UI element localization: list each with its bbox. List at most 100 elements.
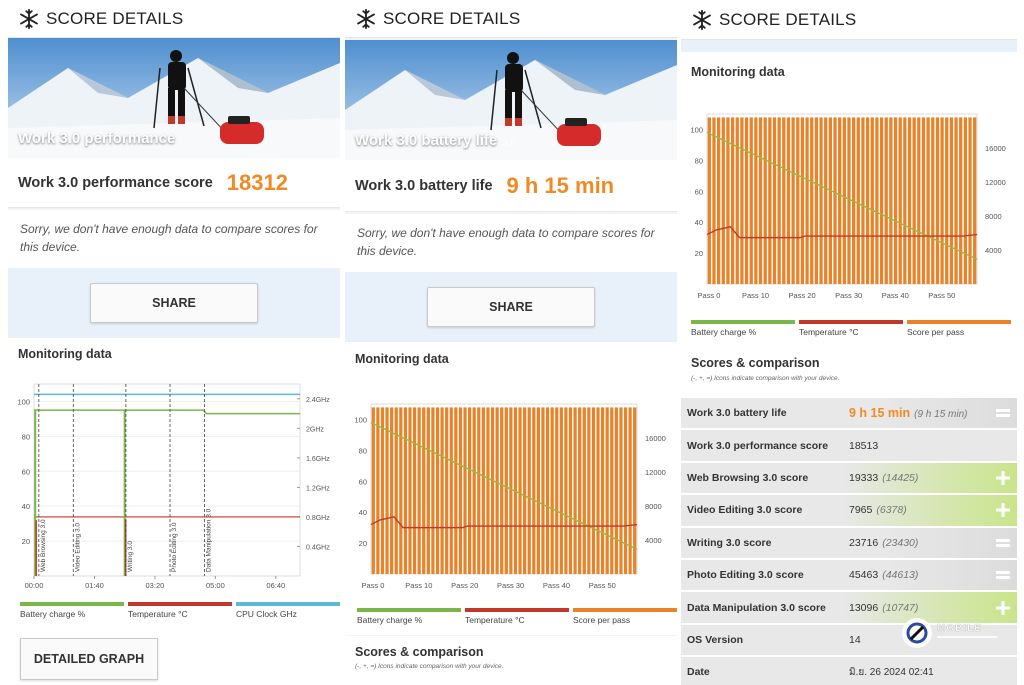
row-label: Video Editing 3.0 score	[687, 504, 803, 517]
monitoring-section: Monitoring data 100 80 60 40 20 2.4GHz 2GHz 1.6…	[8, 338, 340, 685]
score-bar	[394, 407, 398, 574]
x-tick-label: Pass 20	[789, 291, 816, 300]
score-bar	[541, 407, 545, 574]
row-label: Work 3.0 performance score	[687, 439, 829, 452]
x-tick-label: 03:20	[146, 581, 165, 590]
page-title: SCORE DETAILS	[383, 8, 521, 28]
score-bar	[435, 407, 440, 574]
row-label: Data Manipulation 3.0 score	[687, 601, 826, 614]
score-bar	[633, 407, 637, 574]
temperature-line	[706, 226, 978, 239]
average-value: (10747)	[882, 601, 919, 614]
row-value: 45463 (44613)	[849, 569, 918, 581]
score-bar	[768, 117, 772, 285]
score-bar	[628, 407, 632, 574]
score-bar	[472, 407, 476, 574]
score-value: 7965	[849, 504, 873, 517]
score-bar	[800, 117, 805, 285]
score-value: 13096	[849, 601, 879, 614]
score-bar	[490, 407, 495, 574]
score-bar	[717, 117, 721, 285]
score-bar	[385, 407, 389, 574]
monitoring-title: Monitoring data	[18, 347, 112, 361]
score-bar	[426, 407, 430, 574]
score-bar	[926, 117, 930, 285]
y2-tick-label: 2.4GHz	[306, 397, 330, 404]
y2-tick-label: 12000	[985, 178, 1006, 187]
test-marker-label: Video Editing 3.0	[74, 523, 81, 572]
y-tick-label: 40	[22, 502, 30, 511]
y-tick-label: 80	[695, 156, 703, 165]
share-area: SHARE	[8, 268, 340, 338]
y2-tick-label: 0.8GHz	[306, 515, 330, 522]
score-bar	[454, 407, 458, 574]
score-bar	[917, 117, 921, 285]
score-bar	[847, 117, 851, 285]
row-value: มิ.ย. 26 2024 02:41	[849, 665, 934, 680]
banner-title: Work 3.0 performance	[18, 130, 176, 147]
score-bar	[449, 407, 453, 574]
detailed-graph-button[interactable]: DETAILED GRAPH	[20, 638, 158, 680]
legend-battery: Battery charge %	[20, 602, 124, 619]
score-bar	[495, 407, 499, 574]
score-bar	[931, 117, 935, 285]
score-value: 18513	[849, 439, 879, 452]
legend-cpu-clock: CPU Clock GHz	[236, 602, 340, 619]
score-bar	[744, 117, 749, 285]
score-bar	[568, 407, 573, 574]
test-banner: Work 3.0 performance	[8, 38, 340, 158]
average-value: (6378)	[876, 504, 907, 517]
score-bar	[721, 117, 725, 285]
share-area: SHARE	[345, 272, 677, 342]
battery-panel: SCORE DETAILS	[345, 0, 677, 685]
score-bar	[754, 117, 758, 285]
y-tick-label: 20	[22, 537, 30, 546]
score-bar	[408, 407, 412, 574]
score-bar	[945, 117, 949, 285]
x-tick-label: Pass 30	[835, 291, 862, 300]
score-bar	[814, 117, 819, 285]
watermark-text: MOBILE	[937, 623, 982, 634]
row-label: Web Browsing 3.0 score	[687, 471, 809, 484]
score-bar	[467, 407, 472, 574]
score-bar	[605, 407, 609, 574]
battery-line	[706, 131, 978, 260]
table-row: Web Browsing 3.0 score 19333 (14425)	[681, 460, 1017, 494]
monitoring-title: Monitoring data	[355, 352, 449, 366]
score-value: 45463	[849, 569, 879, 582]
y2-tick-label: 1.2GHz	[306, 485, 330, 492]
score-value: 18312	[226, 169, 288, 195]
table-row: OS Version 14	[681, 622, 1017, 656]
score-bar	[856, 117, 860, 285]
x-tick-label: Pass 40	[882, 291, 909, 300]
score-bar	[587, 407, 591, 574]
y-tick-label: 20	[359, 539, 367, 548]
score-bar	[763, 117, 767, 285]
average-value: (23430)	[882, 536, 919, 549]
score-bar	[619, 407, 623, 574]
y2-tick-label: 8000	[645, 502, 662, 511]
score-bar	[740, 117, 744, 285]
score-bar	[527, 407, 531, 574]
comparison-table: Work 3.0 battery life 9 h 15 min (9 h 15 m…	[681, 396, 1017, 685]
score-bar	[712, 117, 716, 285]
score-bar	[912, 117, 916, 285]
x-tick-label: 01:40	[85, 581, 104, 590]
score-bar	[819, 117, 823, 285]
table-row: Date มิ.ย. 26 2024 02:41	[681, 655, 1017, 685]
score-bar	[550, 407, 554, 574]
row-label: Photo Editing 3.0 score	[687, 569, 804, 582]
score-bar	[707, 117, 711, 285]
score-bar	[865, 117, 870, 285]
share-button[interactable]: SHARE	[427, 287, 595, 327]
score-bar	[954, 117, 958, 285]
score-bar	[824, 117, 828, 285]
snowflake-icon	[20, 8, 38, 29]
y-tick-label: 60	[695, 187, 703, 196]
app-header: SCORE DETAILS	[8, 0, 340, 38]
score-bar	[758, 117, 763, 285]
score-bar	[828, 117, 832, 285]
share-button[interactable]: SHARE	[90, 283, 258, 323]
scores-subtitle: (-, +, =) Icons indicate comparison with…	[691, 375, 840, 382]
monitoring-section: Monitoring data 100 80 60 40 20 16000 12000 800…	[345, 342, 677, 635]
